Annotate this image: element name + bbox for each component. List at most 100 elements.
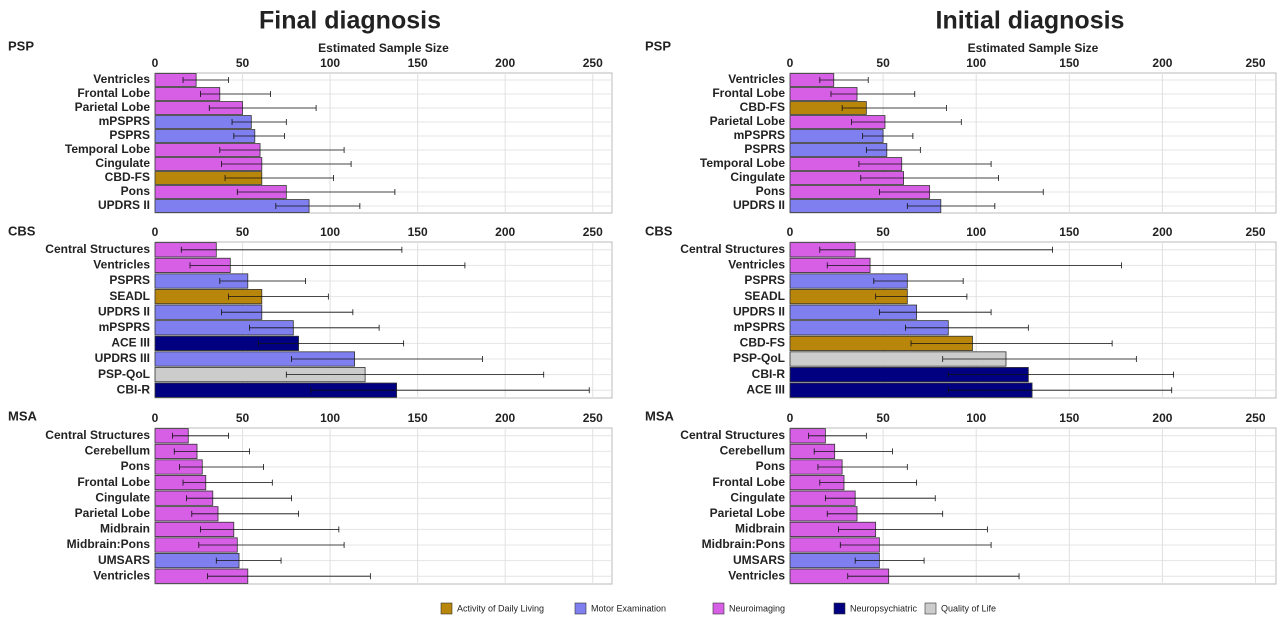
category-label: Pons — [756, 184, 786, 198]
category-label: SEADL — [744, 289, 785, 303]
error-bar — [878, 189, 1044, 195]
error-bar — [910, 340, 1113, 347]
category-label: Cerebellum — [85, 444, 150, 458]
category-label: Cerebellum — [720, 444, 785, 458]
error-bar — [875, 293, 968, 300]
error-bar — [215, 557, 282, 564]
x-tick-label: 0 — [152, 56, 159, 70]
error-bar — [186, 495, 292, 502]
error-bar — [830, 91, 916, 97]
legend-label: Activity of Daily Living — [457, 603, 544, 613]
x-tick-label: 0 — [152, 411, 159, 425]
category-label: UMSARS — [733, 553, 785, 567]
error-bar — [231, 119, 287, 125]
error-bar — [847, 573, 1020, 580]
category-label: Ventricles — [728, 72, 785, 86]
error-bar — [173, 448, 250, 455]
x-tick-label: 100 — [320, 225, 340, 239]
category-label: UMSARS — [98, 553, 150, 567]
legend-label: Quality of Life — [941, 603, 996, 613]
x-tick-label: 100 — [966, 411, 986, 425]
x-tick-label: 0 — [787, 225, 794, 239]
panel-title: CBS — [645, 223, 673, 238]
x-tick-label: 50 — [876, 56, 890, 70]
x-tick-label: 150 — [408, 225, 428, 239]
x-tick-label: 250 — [583, 225, 603, 239]
x-tick-label: 100 — [320, 411, 340, 425]
error-bar — [854, 557, 925, 564]
category-label: Central Structures — [680, 242, 785, 256]
x-tick-label: 150 — [1059, 225, 1079, 239]
category-label: Parietal Lobe — [75, 100, 151, 114]
error-bar — [878, 309, 992, 316]
error-bar — [219, 147, 345, 153]
legend-label: Neuropsychiatric — [850, 603, 918, 613]
error-bar — [851, 119, 962, 125]
category-label: Parietal Lobe — [710, 506, 786, 520]
category-label: PSPRS — [744, 142, 785, 156]
x-tick-label: 250 — [1246, 56, 1266, 70]
error-bar — [838, 526, 988, 533]
category-label: UPDRS II — [98, 304, 150, 318]
legend-swatch — [574, 602, 587, 615]
category-label: CBD-FS — [740, 100, 785, 114]
category-label: Cingulate — [730, 490, 785, 504]
category-label: Ventricles — [93, 258, 150, 272]
error-bar — [208, 105, 317, 111]
x-tick-label: 50 — [236, 411, 250, 425]
category-label: Pons — [121, 459, 151, 473]
x-tick-label: 250 — [583, 56, 603, 70]
error-bar — [824, 495, 936, 502]
error-bar — [873, 278, 964, 284]
x-tick-label: 200 — [1152, 225, 1172, 239]
category-label: Pons — [121, 184, 151, 198]
legend-swatch — [440, 602, 453, 615]
category-label: Frontal Lobe — [712, 86, 785, 100]
error-bar — [947, 371, 1174, 378]
error-bar — [224, 175, 334, 181]
x-tick-label: 0 — [152, 225, 159, 239]
error-bar — [182, 77, 229, 83]
error-bar — [865, 147, 921, 153]
category-label: Pons — [756, 459, 786, 473]
category-label: Ventricles — [728, 258, 785, 272]
category-label: PSPRS — [109, 128, 150, 142]
x-tick-label: 100 — [320, 56, 340, 70]
error-bar — [180, 246, 403, 253]
category-label: Midbrain:Pons — [67, 537, 151, 551]
error-bar — [189, 262, 466, 269]
error-bar — [236, 189, 396, 195]
x-tick-label: 200 — [1152, 411, 1172, 425]
error-bar — [275, 203, 361, 209]
error-bar — [808, 432, 867, 439]
x-tick-label: 50 — [236, 56, 250, 70]
x-axis-label: Estimated Sample Size — [968, 41, 1099, 55]
category-label: Temporal Lobe — [65, 142, 150, 156]
category-label: Central Structures — [680, 428, 785, 442]
panel-title: CBS — [8, 223, 36, 238]
panel-title: PSP — [8, 38, 34, 53]
category-label: CBD-FS — [105, 170, 150, 184]
category-label: CBI-R — [117, 382, 151, 396]
category-label: Ventricles — [93, 568, 150, 582]
error-bar — [233, 133, 285, 139]
x-tick-label: 150 — [408, 411, 428, 425]
error-bar — [285, 371, 545, 378]
legend-label: Neuroimaging — [729, 603, 785, 613]
panel-title: PSP — [645, 38, 671, 53]
column-title: Initial diagnosis — [936, 7, 1125, 35]
error-bar — [817, 464, 908, 470]
category-label: PSPRS — [744, 273, 785, 287]
x-tick-label: 100 — [966, 56, 986, 70]
category-label: ACE III — [111, 336, 150, 350]
error-bar — [819, 246, 1053, 253]
category-label: Midbrain — [735, 522, 785, 536]
x-tick-label: 0 — [787, 56, 794, 70]
category-label: Frontal Lobe — [77, 86, 150, 100]
error-bar — [819, 479, 918, 486]
x-tick-label: 200 — [495, 56, 515, 70]
error-bar — [841, 105, 947, 111]
x-tick-label: 150 — [1059, 411, 1079, 425]
error-bar — [200, 91, 271, 97]
